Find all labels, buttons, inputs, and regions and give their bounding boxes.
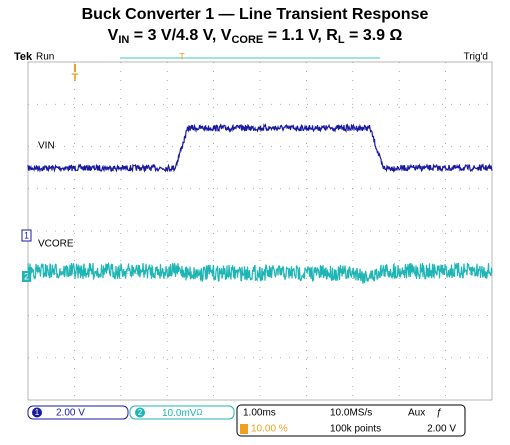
subtitle-part: IN xyxy=(118,34,129,46)
subtitle-part: = 3.9 Ω xyxy=(345,27,403,44)
ch1-box xyxy=(27,405,129,420)
ch2-marker: 2 xyxy=(24,271,29,281)
screen-border xyxy=(27,61,493,401)
trigger-position: 10.00 % xyxy=(251,424,288,435)
timebase: 1.00ms xyxy=(243,408,276,419)
trigger-marker-top: T xyxy=(179,51,185,61)
ch2-badge xyxy=(135,407,145,418)
trigger-source: Aux xyxy=(408,408,425,419)
sample-rate: 10.0MS/s xyxy=(330,408,372,419)
vin-trace xyxy=(27,122,493,173)
subtitle-part: V xyxy=(108,27,119,44)
ch1-scale: 2.00 V xyxy=(56,408,85,419)
trigger-slope: ƒ xyxy=(436,408,442,419)
ch2-number: 2 xyxy=(138,408,143,417)
ch1-marker: 1 xyxy=(24,230,29,240)
ch2-scale-value: 10.0mV xyxy=(162,408,197,419)
trigger-marker: T xyxy=(72,72,79,84)
title: Buck Converter 1 — Line Transient Respon… xyxy=(82,6,429,23)
record-length: 100k points xyxy=(330,424,381,435)
trigger-pos-icon xyxy=(240,424,248,434)
trigger-state: Trig'd xyxy=(464,52,488,63)
ch2-marker-box xyxy=(22,271,31,282)
ch1-number: 1 xyxy=(35,408,40,417)
timebase-box xyxy=(236,404,466,437)
subtitle-part: = 1.1 V, R xyxy=(263,27,338,44)
trigger-level: 2.00 V xyxy=(427,424,456,435)
subtitle-part: L xyxy=(338,34,345,46)
ch2-label: VCORE xyxy=(38,239,74,250)
ch1-label: VIN xyxy=(38,141,55,152)
subtitle-part: CORE xyxy=(231,34,263,46)
ch2-box xyxy=(129,405,235,420)
vcore-trace xyxy=(27,262,493,284)
graticule xyxy=(27,61,493,401)
brand: Tek xyxy=(14,51,33,63)
ch2-bw: Ω xyxy=(196,408,202,417)
ch2-scale: 10.0mVΩ xyxy=(162,408,202,419)
run-state: Run xyxy=(36,52,54,63)
ch1-marker-box xyxy=(21,229,32,242)
subtitle: VIN = 3 V/4.8 V, VCORE = 1.1 V, RL = 3.9… xyxy=(108,27,403,46)
subtitle-part: = 3 V/4.8 V, V xyxy=(129,27,231,44)
ch1-badge xyxy=(32,407,42,418)
